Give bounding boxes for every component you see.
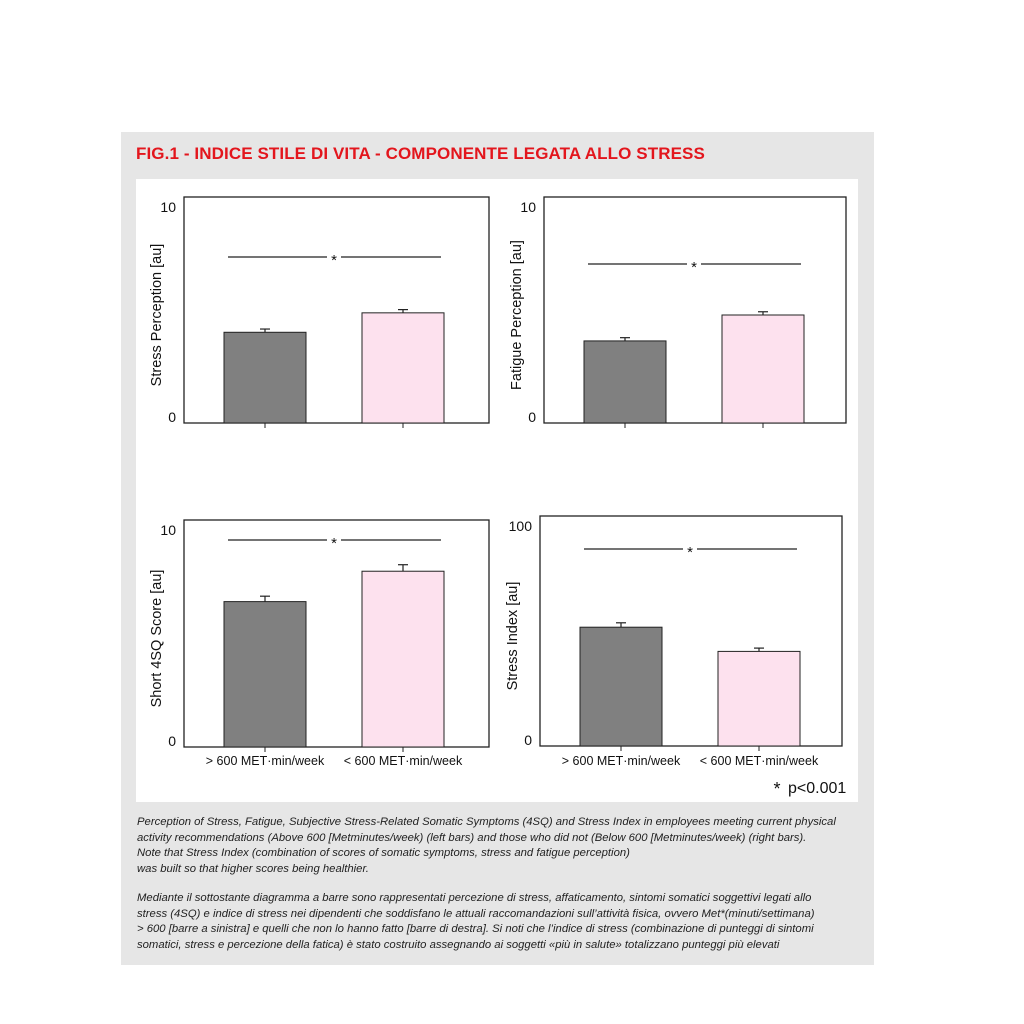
x-tick-label: > 600 MET·min/week <box>562 754 681 768</box>
chart-1 <box>183 196 490 428</box>
caption-english: Perception of Stress, Fatigue, Subjectiv… <box>137 816 836 875</box>
caption-italian: Mediante il sottostante diagramma a barr… <box>137 892 815 951</box>
charts-svg: 0 10 Stress Perception [au] * 0 10 Fatigue Per… <box>149 196 847 799</box>
chart-3 <box>183 519 490 752</box>
p-value-note: p<0.001 <box>788 780 846 797</box>
bar-below-600 <box>717 650 801 747</box>
significance-star: * <box>331 535 337 552</box>
bar-above-600 <box>223 331 307 424</box>
chart-4 <box>539 515 843 751</box>
y-tick-label: 0 <box>168 409 176 425</box>
y-tick-label: 0 <box>168 733 176 749</box>
significance-star: * <box>331 252 337 269</box>
significance-star: * <box>691 259 697 276</box>
y-axis-label: Stress Perception [au] <box>149 244 165 387</box>
chart-frame <box>183 196 490 424</box>
bar-below-600 <box>721 314 805 424</box>
chart-frame <box>183 519 490 748</box>
x-tick-label: > 600 MET·min/week <box>206 754 325 768</box>
y-tick-label: 0 <box>524 732 532 748</box>
significance-star: * <box>687 544 693 561</box>
y-tick-label: 10 <box>160 199 176 215</box>
bar-above-600 <box>223 601 307 748</box>
chart-frame <box>539 515 843 747</box>
y-axis-label: Short 4SQ Score [au] <box>149 570 165 708</box>
bar-above-600 <box>579 626 663 747</box>
bar-above-600 <box>583 340 667 424</box>
y-tick-label: 100 <box>509 518 533 534</box>
plot-area: 0 10 Stress Perception [au] * 0 10 Fatigue Per… <box>136 179 858 802</box>
bar-below-600 <box>361 570 445 748</box>
y-tick-label: 10 <box>520 199 536 215</box>
y-tick-label: 0 <box>528 409 536 425</box>
y-tick-label: 10 <box>160 522 176 538</box>
y-axis-label: Stress Index [au] <box>505 582 521 691</box>
p-value-star: * <box>773 779 780 799</box>
y-axis-label: Fatigue Perception [au] <box>509 240 525 390</box>
bar-below-600 <box>361 312 445 424</box>
figure-title: FIG.1 - INDICE STILE DI VITA - COMPONENT… <box>136 144 705 163</box>
chart-frame <box>543 196 847 424</box>
x-tick-label: < 600 MET·min/week <box>344 754 463 768</box>
chart-2 <box>543 196 847 428</box>
x-tick-label: < 600 MET·min/week <box>700 754 819 768</box>
